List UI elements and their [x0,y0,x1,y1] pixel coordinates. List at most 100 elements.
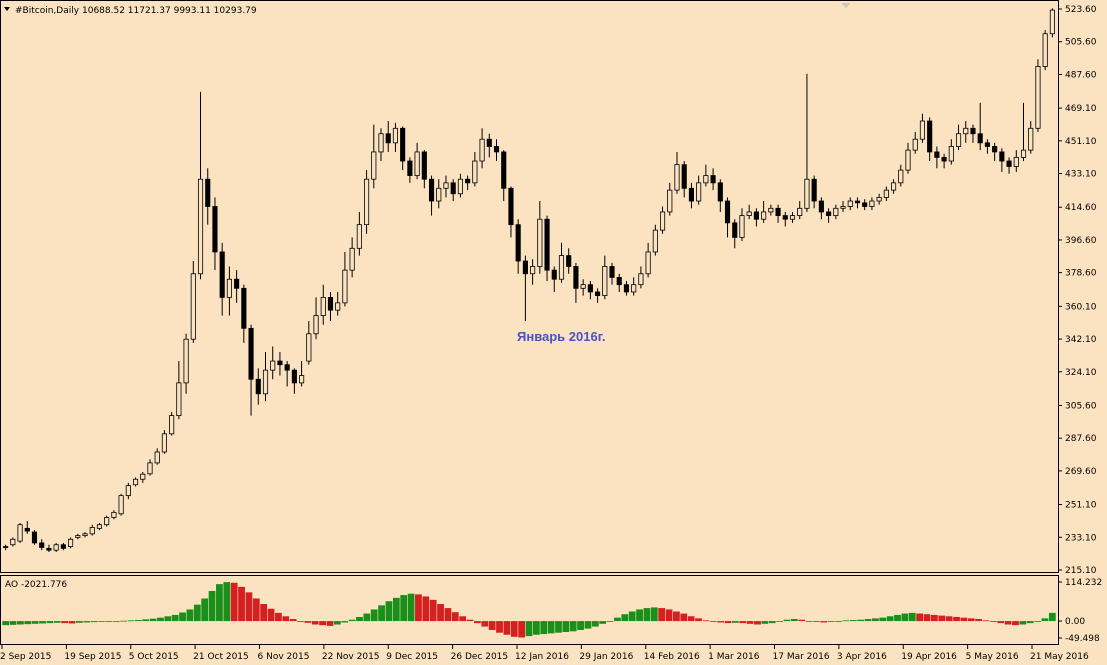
candle [912,131,918,154]
ao-bar [149,618,157,622]
ao-bar [731,621,739,623]
candle [248,324,254,416]
ao-bar [857,619,865,622]
ao-bar [827,621,835,622]
candle-body-bull [356,224,362,249]
ao-bar [1004,621,1012,625]
candle-body-bull [840,206,846,209]
ao-bar [658,608,666,622]
candle [277,351,283,376]
scroll-marker-icon[interactable] [841,3,851,8]
candle-body-bull [10,538,16,546]
candle-body-bull [82,533,88,537]
candle-body-bull [1049,9,1055,35]
ao-bar [636,609,643,622]
candle [364,170,370,234]
candle-body-bull [537,218,543,267]
candle-body-bull [1028,127,1034,151]
ao-bar [842,620,850,622]
ao-bar [916,613,924,622]
dropdown-triangle-icon[interactable] [4,7,10,11]
ao-bar [245,592,253,622]
ao-bar [267,608,275,622]
ao-bar [9,621,17,625]
ao-tick-label: -49.498 [1065,634,1100,644]
candle [356,211,362,256]
ao-bar [363,613,371,622]
candle-body-bear [24,527,30,532]
candle [753,208,759,227]
ao-bar [614,617,621,622]
y-tick-label: 396.60 [1065,236,1097,246]
x-tick-label: 14 Feb 2016 [644,652,700,662]
candle [530,259,536,285]
candle [984,139,990,154]
symbol-label: #Bitcoin,Daily [15,6,80,16]
ao-bar [451,612,459,622]
candle-body-bull [919,120,926,140]
candles-group [3,8,1055,552]
x-tick-label: 9 Dec 2015 [386,652,438,662]
ao-bar [680,613,688,622]
candle-body-bull [154,451,160,464]
candle [313,297,319,340]
ao-bar [201,598,209,622]
y-tick-label: 215.10 [1065,566,1097,576]
candle-body-bear [219,251,225,298]
candle [371,124,377,189]
ao-bar [953,616,960,622]
candle-body-bear [465,178,471,184]
candle-body-bear [854,200,861,204]
ao-bar [606,621,614,622]
candle [111,510,117,520]
candle [724,197,731,238]
ao-bar [938,615,946,622]
candle [234,270,240,303]
candle [349,237,355,278]
candle [17,522,23,543]
x-tick-label: 19 Sep 2015 [64,652,121,662]
candle [226,266,232,316]
ao-bar [967,618,975,622]
ao-bar [98,621,105,622]
candle [631,277,637,296]
candle [241,284,247,343]
candle [681,161,687,198]
x-tick-label: 26 Dec 2015 [451,652,509,662]
candle-body-bull [118,495,124,515]
candle-body-bear [681,164,687,189]
candle [963,121,969,143]
candle-body-bear [255,378,261,395]
candle [1006,157,1012,174]
ao-bar [591,621,599,627]
candle-body-bull [963,127,969,135]
candle [717,179,723,212]
candle [31,530,38,545]
candle [414,142,420,180]
candle [515,219,521,274]
candle-body-bull [739,215,745,238]
ao-bar [216,584,223,622]
candle [450,179,456,202]
ao-bar [90,621,98,623]
candle [919,113,926,143]
ao-bar [547,621,555,634]
ao-bar [621,614,629,622]
candle [140,471,146,483]
ao-bar [835,621,842,622]
x-tick-label: 2 Sep 2015 [0,652,51,662]
time-x-axis: 2 Sep 2015 19 Sep 2015 5 Oct 2015 21 Oct 20… [0,645,1089,662]
candle-body-bear [862,202,868,207]
candle-body-bull [1035,66,1041,129]
ohlc-label: 10688.52 11721.37 9993.11 10293.79 [82,6,257,16]
ao-bar [289,619,297,622]
ao-bar [179,612,186,622]
ao-bar [908,612,916,622]
ao-bar [282,616,290,622]
candle-body-bear [595,291,601,296]
ao-bar [569,621,577,632]
ao-bar [24,621,32,625]
candle-body-bull [761,211,767,220]
candle-body-bull [197,178,204,275]
ao-bar [724,621,732,624]
